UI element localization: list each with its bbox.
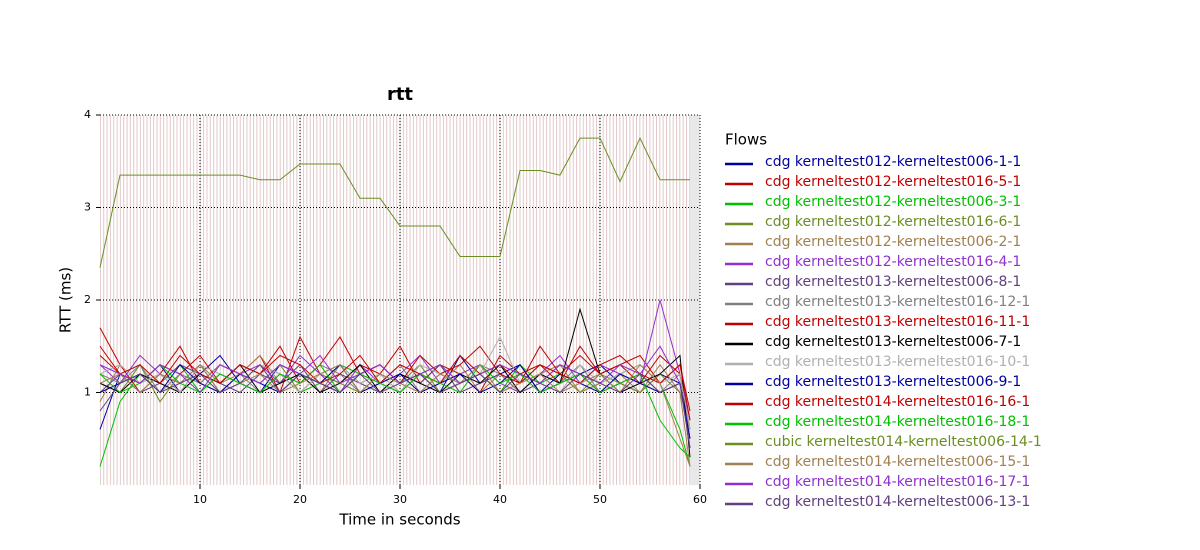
legend-label: cdg kerneltest013-kerneltest016-12-1 bbox=[765, 294, 1030, 310]
legend-label: cdg kerneltest012-kerneltest006-1-1 bbox=[765, 154, 1021, 170]
legend-label: cdg kerneltest013-kerneltest006-8-1 bbox=[765, 274, 1021, 290]
legend-label: cdg kerneltest012-kerneltest016-4-1 bbox=[765, 254, 1021, 270]
x-tick-label: 40 bbox=[493, 493, 507, 506]
legend-label: cdg kerneltest012-kerneltest016-6-1 bbox=[765, 214, 1021, 230]
x-tick-label: 60 bbox=[693, 493, 707, 506]
legend-label: cubic kerneltest014-kerneltest006-14-1 bbox=[765, 434, 1042, 450]
legend-label: cdg kerneltest012-kerneltest006-3-1 bbox=[765, 194, 1021, 210]
legend-label: cdg kerneltest014-kerneltest006-15-1 bbox=[765, 454, 1030, 470]
legend-label: cdg kerneltest014-kerneltest016-18-1 bbox=[765, 414, 1030, 430]
legend-label: cdg kerneltest012-kerneltest006-2-1 bbox=[765, 234, 1021, 250]
y-tick-label: 3 bbox=[84, 201, 91, 214]
legend-label: cdg kerneltest013-kerneltest006-7-1 bbox=[765, 334, 1021, 350]
legend-label: cdg kerneltest014-kerneltest016-17-1 bbox=[765, 474, 1030, 490]
x-tick-label: 20 bbox=[293, 493, 307, 506]
legend-label: cdg kerneltest012-kerneltest016-5-1 bbox=[765, 174, 1021, 190]
x-axis-label: Time in seconds bbox=[338, 511, 460, 529]
y-tick-label: 4 bbox=[84, 108, 91, 121]
legend-label: cdg kerneltest013-kerneltest016-10-1 bbox=[765, 354, 1030, 370]
legend-label: cdg kerneltest014-kerneltest016-16-1 bbox=[765, 394, 1030, 410]
series-line bbox=[99, 363, 691, 449]
y-tick-label: 1 bbox=[84, 386, 91, 399]
series-line bbox=[99, 136, 690, 268]
legend-label: cdg kerneltest014-kerneltest006-13-1 bbox=[765, 494, 1030, 510]
legend: Flows cdg kerneltest012-kerneltest006-1-… bbox=[725, 131, 1042, 510]
y-tick-label: 2 bbox=[84, 293, 91, 306]
x-tick-label: 10 bbox=[193, 493, 207, 506]
y-axis-label: RTT (ms) bbox=[57, 267, 75, 333]
x-tick-label: 50 bbox=[593, 493, 607, 506]
x-tick-label: 30 bbox=[393, 493, 407, 506]
legend-title: Flows bbox=[725, 131, 767, 149]
legend-label: cdg kerneltest013-kerneltest006-9-1 bbox=[765, 374, 1021, 390]
chart-title: rtt bbox=[387, 84, 413, 105]
legend-label: cdg kerneltest013-kerneltest016-11-1 bbox=[765, 314, 1030, 330]
